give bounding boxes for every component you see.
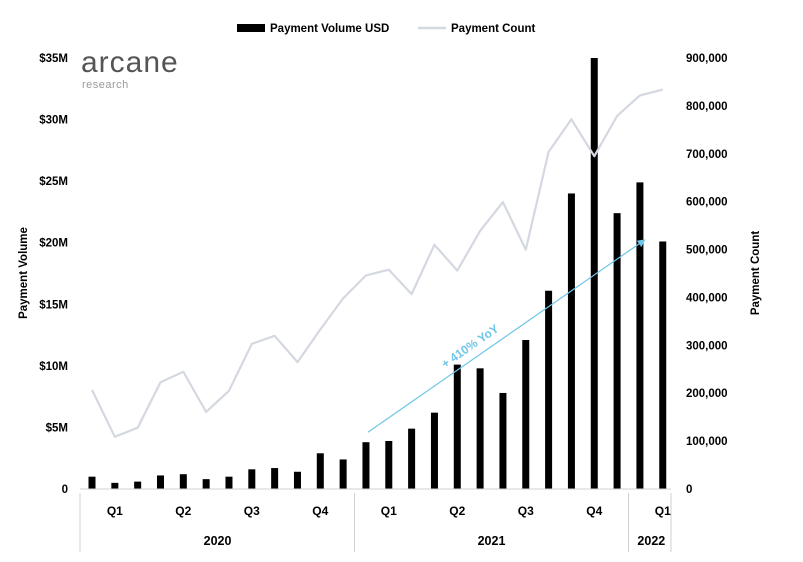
y-tick-left: $15M — [39, 299, 68, 311]
bar — [545, 290, 553, 489]
brand-logo: arcane research — [81, 46, 179, 91]
legend-item-count: Payment Count — [418, 23, 536, 35]
series-line — [91, 88, 664, 438]
bar — [316, 453, 324, 489]
y-tick-right: 300,000 — [686, 340, 728, 352]
x-tick-label: Q3 — [518, 504, 534, 518]
line-payment-count — [91, 88, 664, 438]
bar — [156, 475, 164, 489]
bar — [339, 459, 347, 489]
y-tick-right: 500,000 — [686, 245, 728, 257]
y-axis-title-right: Payment Count — [750, 231, 762, 316]
legend-label-volume: Payment Volume USD — [270, 23, 389, 35]
bar — [248, 469, 256, 489]
brand-name: arcane — [81, 46, 179, 79]
bar — [522, 339, 530, 489]
x-axis: Q1 Q2 Q3 Q4 Q1 Q2 Q3 Q4 Q1 2020 2021 2022 — [79, 488, 672, 552]
y-tick-left: $20M — [39, 238, 68, 250]
y-tick-left: $35M — [39, 53, 68, 65]
legend-swatch-volume — [237, 24, 265, 32]
x-tick-label: Q4 — [586, 504, 602, 518]
y-tick-right: 400,000 — [686, 292, 728, 304]
bar — [202, 479, 210, 489]
y-axis-title-left: Payment Volume — [18, 227, 30, 319]
legend-item-volume: Payment Volume USD — [237, 23, 389, 35]
bar — [590, 58, 598, 489]
bar — [408, 428, 416, 489]
bar — [111, 482, 119, 489]
bar — [453, 364, 461, 489]
x-tick-label: Q1 — [107, 504, 123, 518]
legend: Payment Volume USD Payment Count — [237, 23, 536, 35]
y-tick-left: $25M — [39, 176, 68, 188]
bar — [613, 213, 621, 489]
bar — [293, 471, 301, 489]
y-axis-right: 0 100,000 200,000 300,000 400,000 500,000 600,… — [686, 53, 728, 496]
annotation-arrow — [367, 239, 646, 433]
bar — [636, 182, 644, 490]
x-year-label: 2021 — [478, 534, 506, 548]
bar — [88, 476, 96, 489]
legend-label-count: Payment Count — [451, 23, 536, 35]
y-tick-right: 900,000 — [686, 53, 728, 65]
bar — [362, 442, 370, 489]
y-tick-right: 200,000 — [686, 388, 728, 400]
bar — [385, 440, 393, 489]
x-tick-label: Q3 — [244, 504, 260, 518]
y-tick-right: 100,000 — [686, 436, 728, 448]
y-tick-left: $30M — [39, 115, 68, 127]
y-tick-right: 600,000 — [686, 197, 728, 209]
bar — [271, 468, 279, 489]
y-tick-right: 700,000 — [686, 149, 728, 161]
bar — [179, 474, 187, 489]
y-tick-right: 800,000 — [686, 101, 728, 113]
bar — [567, 193, 575, 489]
x-year-label: 2022 — [637, 534, 665, 548]
x-tick-label: Q1 — [381, 504, 397, 518]
bar — [134, 481, 142, 489]
y-tick-right: 0 — [686, 484, 692, 496]
y-axis-left: 0 $5M $10M $15M $20M $25M $30M $35M — [39, 53, 68, 496]
bar — [499, 392, 507, 489]
x-tick-label: Q4 — [312, 504, 328, 518]
bar — [430, 412, 438, 489]
bar — [476, 368, 484, 489]
bars-payment-volume — [88, 58, 667, 490]
brand-subtitle: research — [82, 79, 129, 91]
y-tick-left: 0 — [62, 484, 68, 496]
x-year-label: 2020 — [204, 534, 232, 548]
bar — [225, 476, 233, 489]
x-tick-label: Q1 — [655, 504, 671, 518]
bar — [659, 241, 667, 489]
x-tick-label: Q2 — [175, 504, 191, 518]
y-tick-left: $10M — [39, 361, 68, 373]
x-tick-label: Q2 — [449, 504, 465, 518]
y-tick-left: $5M — [46, 422, 68, 434]
